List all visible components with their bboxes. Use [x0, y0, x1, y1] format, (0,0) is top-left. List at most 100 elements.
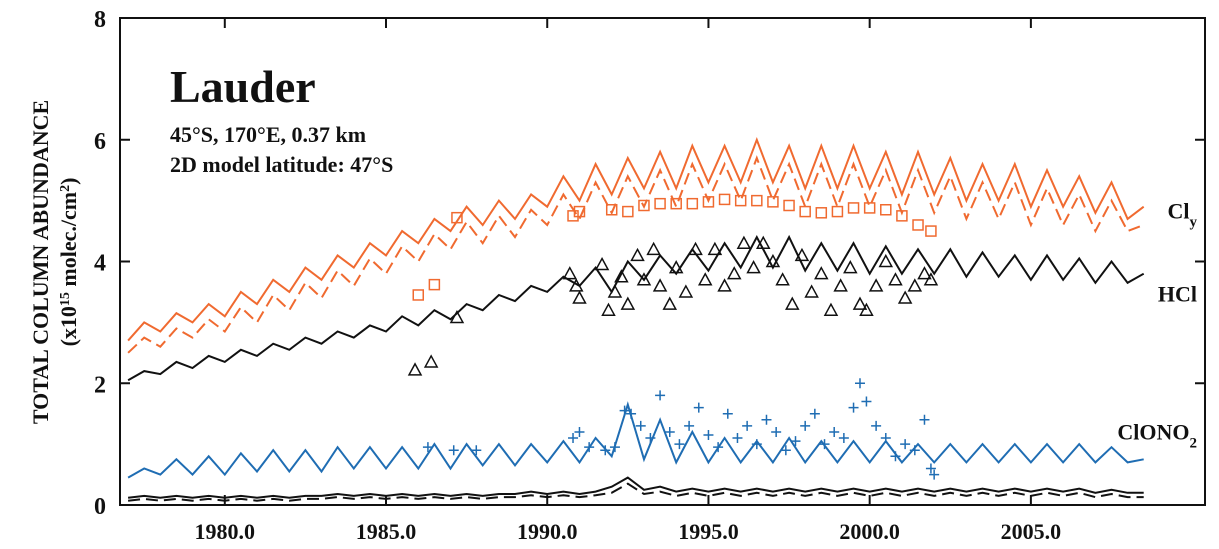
obs-plus — [703, 429, 714, 440]
y-tick-label: 0 — [94, 494, 106, 520]
obs-plus — [809, 408, 820, 419]
obs-triangle — [852, 296, 868, 310]
obs-triangle — [630, 247, 645, 262]
obs-plus — [674, 439, 685, 450]
y-axis-label: TOTAL COLUMN ABUNDANCE — [28, 100, 53, 424]
obs-triangle — [688, 241, 703, 256]
obs-plus — [925, 463, 936, 474]
obs-square — [799, 205, 811, 218]
model-line — [127, 234, 1145, 382]
obs-triangle — [814, 266, 829, 280]
obs-plus — [819, 439, 830, 450]
y-tick-label: 2 — [94, 372, 106, 398]
series-label: Cly — [1168, 199, 1198, 231]
obs-plus — [880, 433, 891, 444]
obs-square — [896, 210, 908, 222]
x-tick-label: 2005.0 — [1001, 519, 1062, 544]
obs-square — [912, 219, 924, 231]
chart-title: Lauder — [170, 61, 316, 112]
obs-square — [670, 197, 682, 210]
obs-square — [815, 207, 828, 219]
obs-triangle — [449, 309, 465, 324]
obs-square — [767, 196, 779, 208]
y-tick-label: 6 — [94, 129, 106, 155]
series-label-main: Cl — [1168, 199, 1190, 224]
obs-plus — [422, 442, 433, 453]
obs-square — [412, 289, 425, 301]
obs-triangle — [572, 290, 587, 304]
x-tick-label: 1980.0 — [195, 519, 256, 544]
obs-plus — [645, 433, 656, 444]
obs-plus — [929, 469, 940, 480]
series-label-sub: 2 — [1190, 435, 1198, 451]
obs-plus — [574, 426, 585, 437]
obs-triangle — [562, 266, 578, 280]
series-label-sub: y — [1190, 215, 1198, 231]
obs-triangle — [804, 284, 819, 298]
y-tick-label: 4 — [94, 251, 106, 277]
obs-triangle — [707, 241, 723, 256]
superscript: 15 — [58, 292, 73, 306]
unit-text: molec./cm — [56, 192, 81, 292]
obs-triangle — [668, 260, 684, 274]
obs-plus — [626, 408, 637, 419]
obs-triangle — [907, 278, 923, 292]
obs-triangle — [823, 302, 839, 316]
obs-triangle — [678, 284, 694, 298]
obs-triangle — [726, 266, 742, 280]
obs-triangle — [765, 253, 781, 268]
obs-plus — [684, 420, 695, 431]
series-label: HCl — [1158, 282, 1197, 307]
obs-square — [718, 193, 731, 206]
obs-square — [880, 204, 892, 216]
obs-plus — [848, 402, 859, 413]
obs-triangle — [568, 278, 584, 292]
obs-plus — [600, 445, 611, 456]
obs-plus — [871, 420, 882, 431]
x-tick-label: 1985.0 — [356, 519, 417, 544]
obs-plus — [829, 426, 840, 437]
model-line — [127, 482, 1144, 502]
x-tick-label: 2000.0 — [839, 519, 900, 544]
obs-square — [702, 196, 715, 208]
obs-triangle — [878, 253, 894, 268]
obs-triangle — [868, 278, 884, 292]
obs-square — [428, 278, 441, 291]
obs-square — [925, 225, 937, 237]
obs-square — [831, 205, 844, 218]
obs-plus — [909, 445, 920, 456]
x-tick-label: 1990.0 — [517, 519, 578, 544]
obs-triangle — [794, 247, 810, 262]
obs-square — [783, 199, 795, 212]
obs-triangle — [652, 278, 668, 292]
obs-plus — [800, 420, 811, 431]
unit-text: (x10 — [56, 306, 81, 346]
obs-plus — [655, 390, 666, 401]
obs-triangle — [755, 235, 771, 249]
obs-plus — [619, 405, 630, 416]
obs-triangle — [697, 272, 713, 286]
obs-plus — [742, 420, 753, 431]
obs-plus — [471, 445, 482, 456]
y-axis-unit: (x1015 molec./cm2) — [56, 178, 81, 347]
obs-square — [734, 194, 747, 207]
superscript: 2 — [58, 185, 73, 192]
obs-triangle — [785, 296, 800, 310]
obs-triangle — [407, 362, 423, 376]
obs-triangle — [888, 272, 903, 286]
x-tick-label: 1995.0 — [678, 519, 739, 544]
obs-triangle — [917, 266, 932, 280]
obs-triangle — [662, 296, 678, 310]
obs-plus — [635, 420, 646, 431]
obs-triangle — [736, 235, 752, 249]
obs-square — [451, 211, 463, 224]
obs-plus — [861, 396, 872, 407]
obs-triangle — [746, 260, 761, 274]
model-line — [127, 155, 1145, 354]
obs-plus — [771, 426, 782, 437]
obs-plus — [713, 442, 724, 453]
obs-square — [605, 204, 618, 216]
obs-triangle — [614, 269, 629, 283]
obs-plus — [900, 439, 911, 450]
